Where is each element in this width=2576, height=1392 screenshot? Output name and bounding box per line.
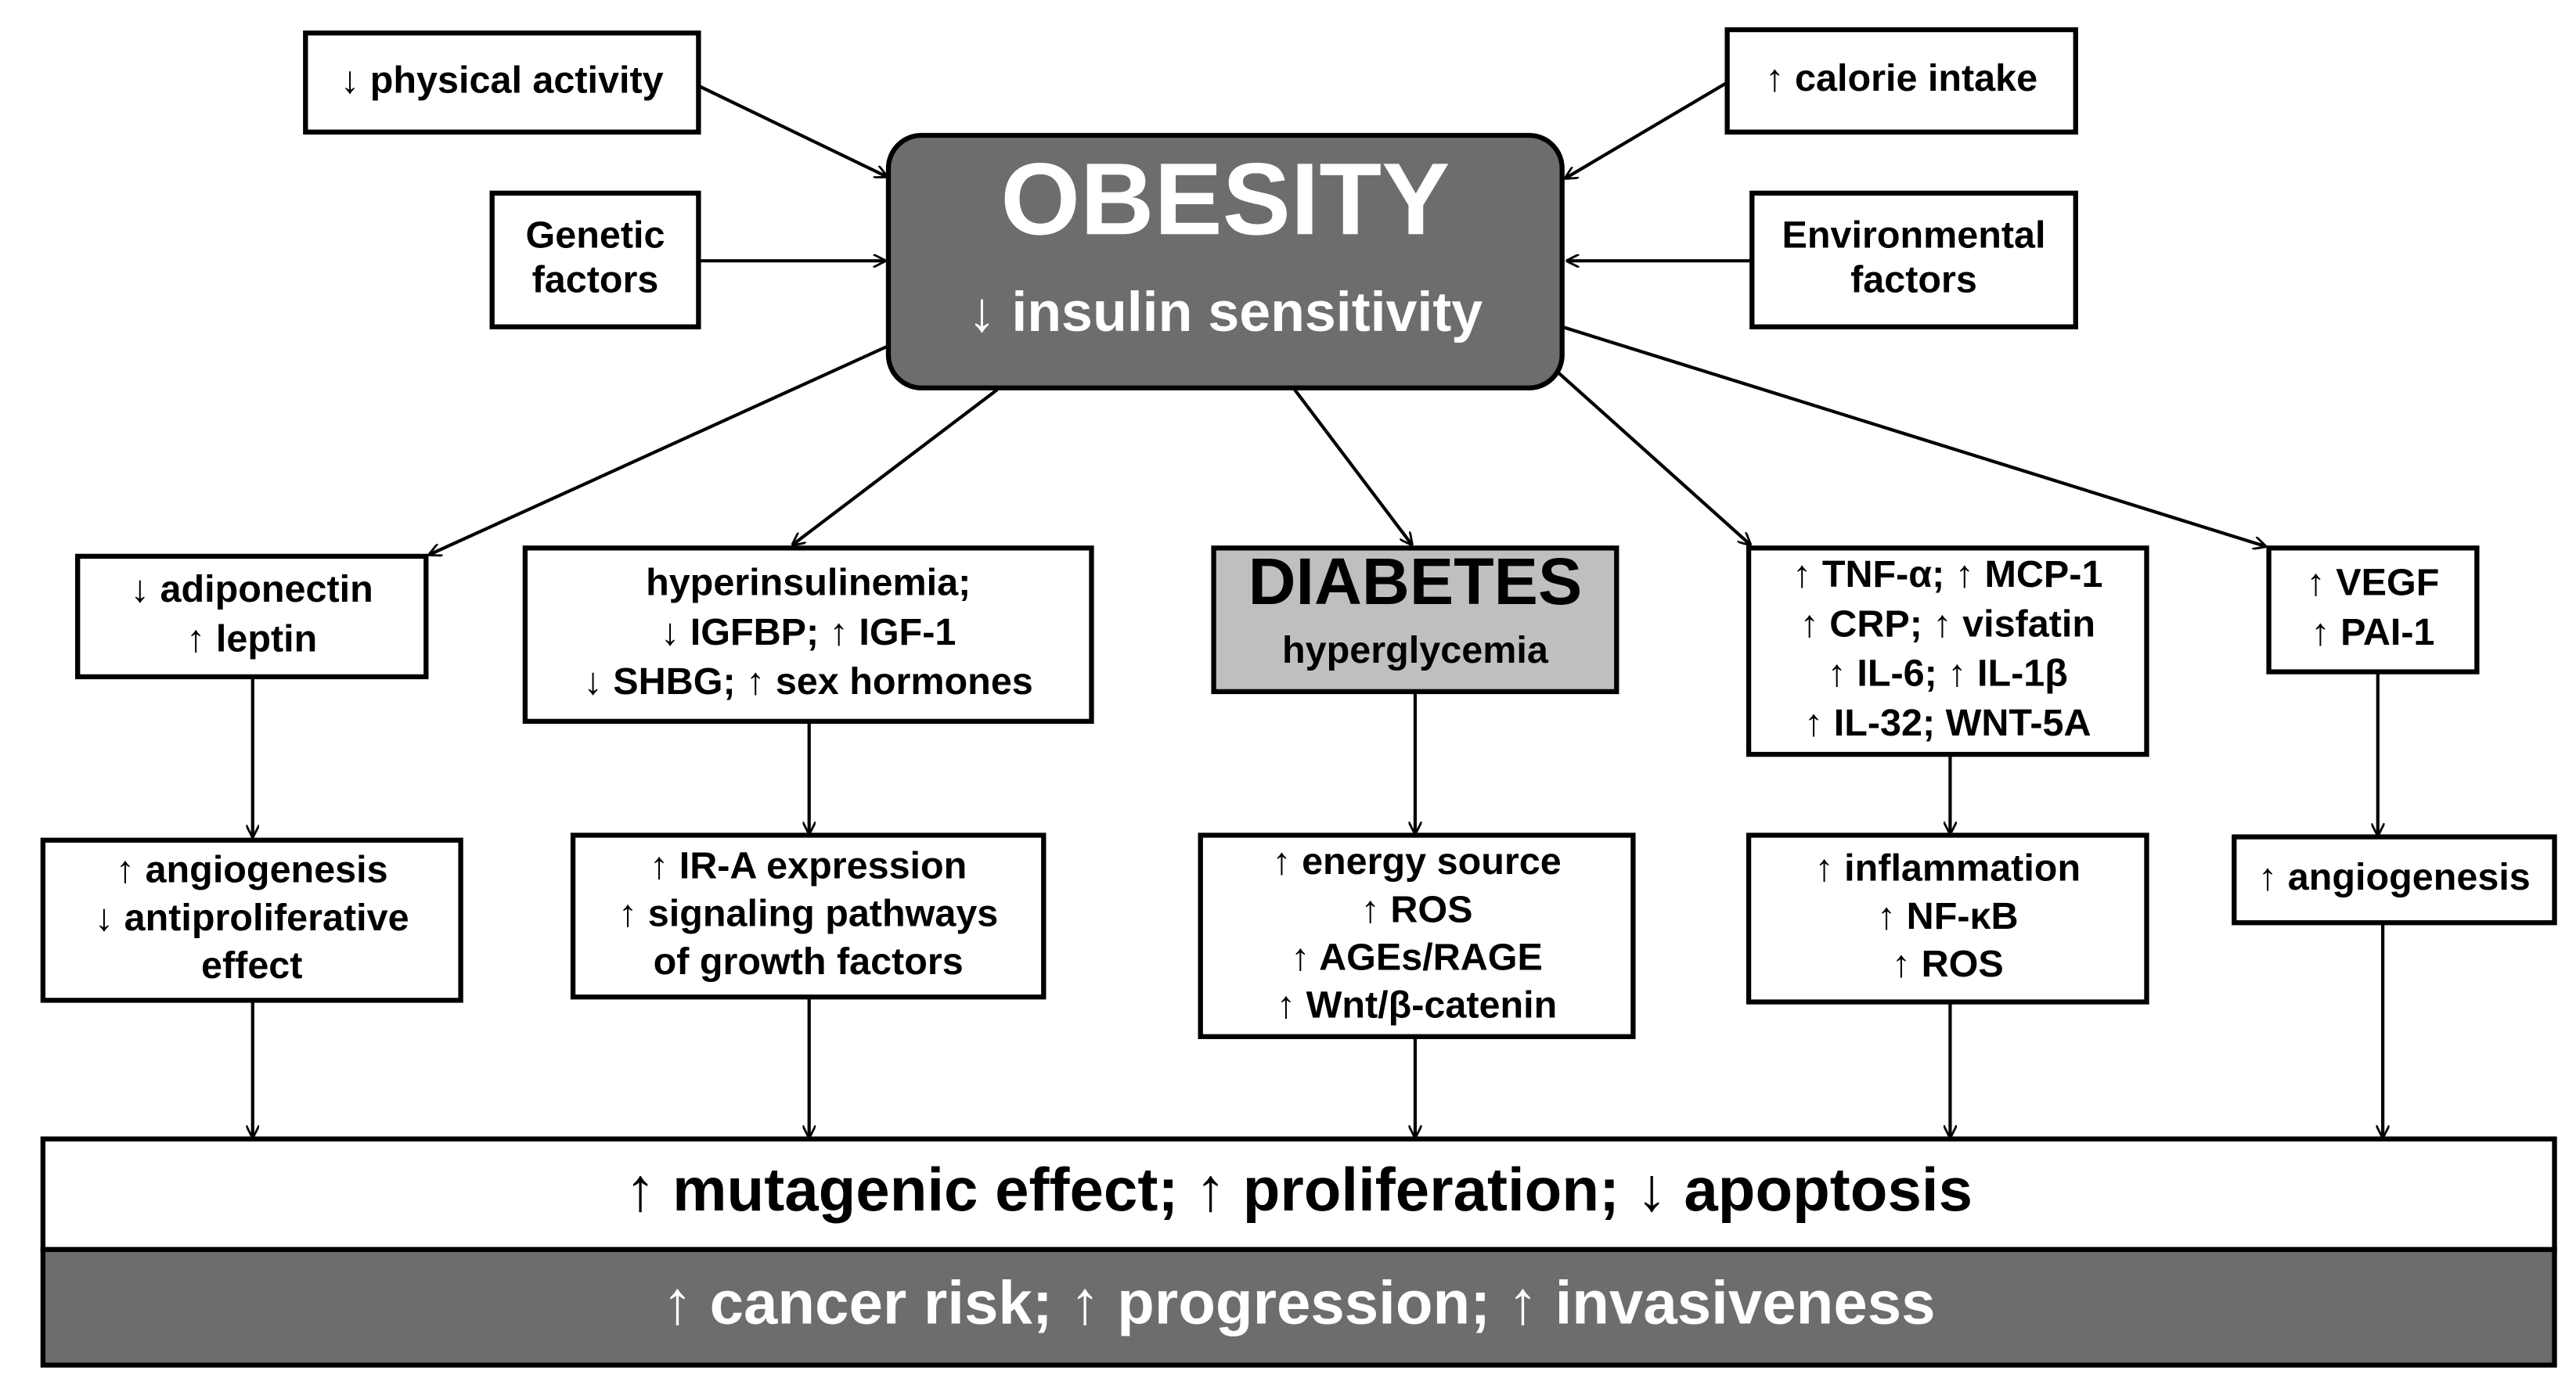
node-label: ↓ adiponectin [131,568,373,610]
node-label: ↑ IL-6; ↑ IL-1β [1828,653,2068,695]
node-label: ↑ ROS [1892,943,2004,985]
node-label: hyperglycemia [1282,629,1549,671]
arrow [430,345,888,555]
node-label: ↑ energy source [1272,840,1561,883]
node-box [1198,833,1636,1039]
node-label: Environmental [1782,214,2046,257]
arrow [697,84,886,177]
node-label: ↑ PAI-1 [2311,611,2434,653]
arrow [1565,81,1728,178]
arrows [253,81,2383,1137]
node-label: factors [1850,259,1977,301]
node-box [40,1136,2557,1253]
node-label: ↓ SHBG; ↑ sex hormones [584,660,1033,703]
node-label: ↑ mutagenic effect; ↑ proliferation; ↓ a… [625,1155,1973,1224]
node-label: ↑ ROS [1361,888,1473,930]
node-label: OBESITY [1000,142,1450,256]
node-label: ↑ VEGF [2307,562,2440,604]
node-box [1211,545,1619,695]
node-label: factors [532,259,659,301]
node-label: ↑ TNF-α; ↑ MCP-1 [1792,553,2102,595]
node-box [1749,190,2078,329]
node-box [75,553,429,680]
node-label: ↑ cancer risk; ↑ progression; ↑ invasive… [662,1268,1936,1336]
node-label: ↑ inflammation [1814,847,2081,890]
node-label: ↓ antiproliferative [95,897,409,939]
node-label: ↓ IGFBP; ↑ IGF-1 [661,611,956,653]
node-label: DIABETES [1248,545,1583,618]
node-label: ↑ NF-κB [1877,895,2019,937]
node-box [522,545,1094,725]
node-label: hyperinsulinemia; [646,562,971,604]
node-label: ↓ physical activity [340,59,664,101]
arrow [793,388,999,545]
node-box [1746,833,2149,1005]
node-label: ↑ calorie intake [1765,57,2037,99]
node-box [489,190,701,329]
node-box [2266,545,2480,674]
node-label: ↑ signaling pathways [618,893,998,935]
node-label: ↑ CRP; ↑ visfatin [1800,602,2095,645]
node-box [303,31,701,135]
node-label: ↑ Wnt/β-catenin [1277,984,1557,1027]
node-box [885,132,1565,390]
node-label: ↓ insulin sensitivity [968,281,1483,344]
arrow [1558,372,1750,545]
node-box [40,837,463,1003]
node-label: ↑ IL-32; WNT-5A [1804,702,2091,744]
node-box [1746,545,2149,757]
node-label: ↑ leptin [186,617,317,660]
node-label: ↑ IR-A expression [650,844,967,887]
node-box [1724,27,2078,135]
arrow [1293,388,1412,545]
node-label: ↑ angiogenesis [116,849,388,891]
node-label: ↑ angiogenesis [2258,856,2531,898]
node-box [570,833,1047,1000]
node-label: ↑ AGEs/RAGE [1291,937,1543,979]
node-label: Genetic [526,214,665,257]
node-box [2232,834,2557,926]
arrow [1562,325,2266,547]
node-label: of growth factors [654,941,964,983]
node-box [40,1246,2557,1368]
node-label: effect [201,944,302,987]
